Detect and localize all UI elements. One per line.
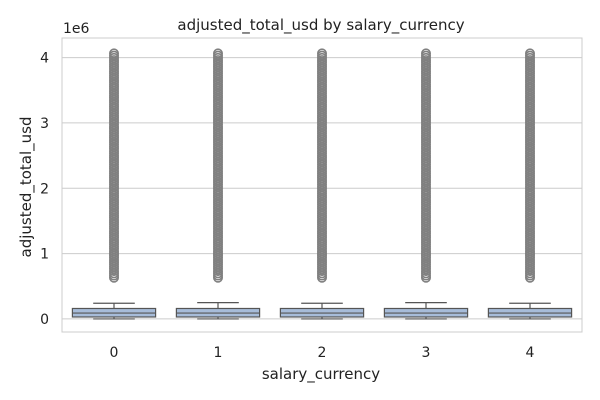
x-axis-label: salary_currency — [262, 365, 380, 384]
box-group-0 — [71, 48, 157, 320]
y-tick-label: 3 — [40, 116, 49, 132]
chart-title: adjusted_total_usd by salary_currency — [177, 16, 464, 35]
box-group-3 — [383, 48, 469, 320]
y-offset-label: 1e6 — [63, 21, 90, 37]
y-tick-label: 4 — [40, 51, 49, 67]
y-axis-label: adjusted_total_usd — [17, 117, 36, 258]
y-axis-ticks: 0 1 2 3 4 — [40, 51, 49, 328]
y-tick-label: 0 — [40, 312, 49, 328]
outlier-point — [316, 48, 327, 59]
x-tick-label: 0 — [110, 345, 119, 361]
y-tick-label: 2 — [40, 181, 49, 197]
x-axis-ticks: 0 1 2 3 4 — [110, 345, 535, 361]
outlier-points — [109, 48, 120, 283]
outlier-points — [213, 48, 224, 283]
box-series — [71, 48, 573, 320]
outlier-point — [109, 48, 120, 59]
outlier-point — [213, 48, 224, 59]
box-group-4 — [487, 48, 573, 320]
plot-frame — [61, 37, 583, 333]
x-tick-label: 3 — [422, 345, 431, 361]
x-tick-label: 1 — [214, 345, 223, 361]
outlier-point — [524, 48, 535, 59]
box-group-2 — [279, 48, 365, 320]
outlier-points — [316, 48, 327, 283]
outlier-point — [420, 48, 431, 59]
x-tick-label: 4 — [526, 345, 535, 361]
outlier-points — [420, 48, 431, 283]
box-group-1 — [175, 48, 261, 320]
x-tick-label: 2 — [318, 345, 327, 361]
y-tick-label: 1 — [40, 247, 49, 263]
outlier-points — [524, 48, 535, 283]
